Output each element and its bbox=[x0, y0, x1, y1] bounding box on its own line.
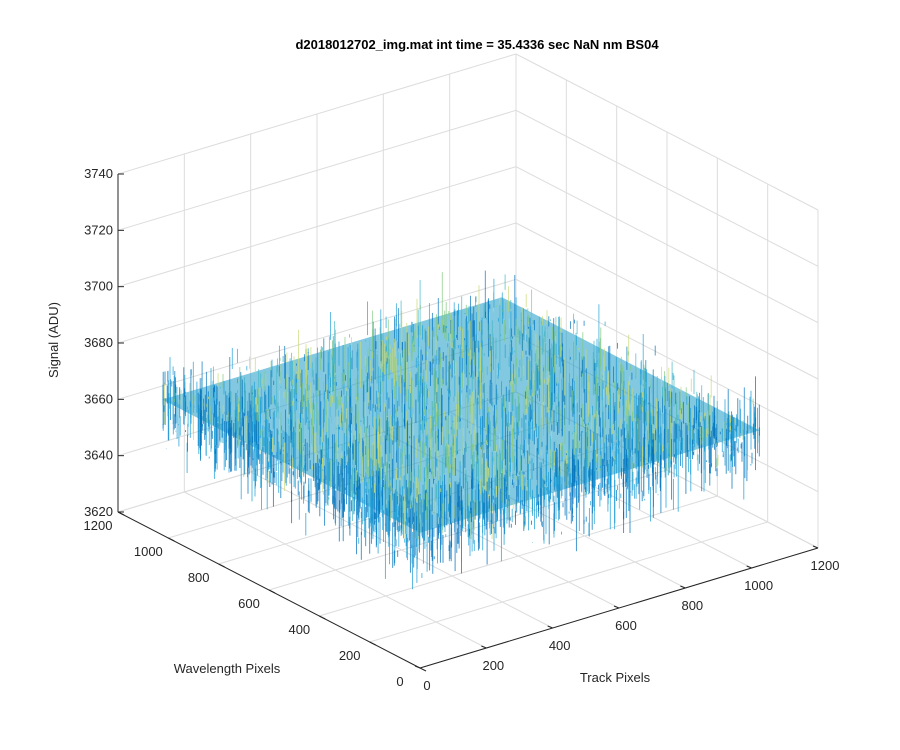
y-tick bbox=[319, 615, 326, 620]
grid-line bbox=[515, 278, 819, 436]
grid-line bbox=[117, 166, 517, 288]
z-tick-label: 3640 bbox=[84, 448, 113, 463]
y-tick bbox=[218, 563, 225, 568]
x-tick-label: 400 bbox=[549, 638, 571, 653]
grid-line bbox=[117, 222, 517, 344]
y-tick-label: 200 bbox=[339, 648, 361, 663]
x-tick bbox=[481, 645, 487, 649]
y-tick-label: 1000 bbox=[134, 544, 163, 559]
y-tick-label: 0 bbox=[396, 674, 403, 689]
grid-line bbox=[515, 166, 819, 324]
y-tick-label: 1200 bbox=[84, 518, 113, 533]
x-tick bbox=[812, 545, 819, 549]
x-tick bbox=[547, 625, 553, 629]
z-tick-label: 3720 bbox=[84, 222, 113, 237]
grid-line bbox=[515, 222, 819, 380]
x-tick bbox=[414, 665, 421, 669]
x-tick-label: 600 bbox=[615, 618, 637, 633]
x-tick-label: 200 bbox=[482, 658, 504, 673]
x-tick bbox=[613, 605, 620, 609]
x-tick bbox=[746, 565, 752, 569]
y-axis-label: Wavelength Pixels bbox=[174, 661, 281, 676]
x-tick-label: 1200 bbox=[811, 558, 840, 573]
grid-line bbox=[369, 521, 768, 643]
x-tick-label: 0 bbox=[423, 678, 430, 693]
z-tick-label: 3660 bbox=[84, 391, 113, 406]
y-tick bbox=[419, 667, 427, 672]
tick-labels: 0 200 400 600 800 1000 1200 0 200 400 600 800 1000 12… bbox=[84, 166, 840, 693]
grid-line bbox=[117, 53, 517, 175]
x-tick-label: 1000 bbox=[744, 578, 773, 593]
y-tick bbox=[268, 589, 276, 594]
x-tick bbox=[680, 585, 686, 589]
surface-mesh bbox=[162, 270, 760, 590]
y-tick bbox=[168, 537, 175, 542]
z-tick-label: 3680 bbox=[84, 335, 113, 350]
grid-line bbox=[515, 53, 819, 211]
axes bbox=[117, 173, 819, 672]
grid-line bbox=[319, 495, 718, 617]
x-axis-label: Track Pixels bbox=[580, 670, 651, 685]
grid-line bbox=[515, 109, 819, 267]
y-tick bbox=[369, 641, 376, 646]
z-tick-label: 3740 bbox=[84, 166, 113, 181]
y-tick-label: 400 bbox=[288, 622, 310, 637]
y-tick-label: 600 bbox=[238, 596, 260, 611]
chart-title: d2018012702_img.mat int time = 35.4336 s… bbox=[295, 37, 659, 52]
z-tick-label: 3620 bbox=[84, 504, 113, 519]
x-tick-label: 800 bbox=[681, 598, 703, 613]
z-axis-label: Signal (ADU) bbox=[46, 302, 61, 378]
grid-line bbox=[117, 278, 517, 400]
z-tick-label: 3700 bbox=[84, 279, 113, 294]
y-tick-label: 800 bbox=[188, 570, 210, 585]
grid-line bbox=[117, 109, 517, 231]
